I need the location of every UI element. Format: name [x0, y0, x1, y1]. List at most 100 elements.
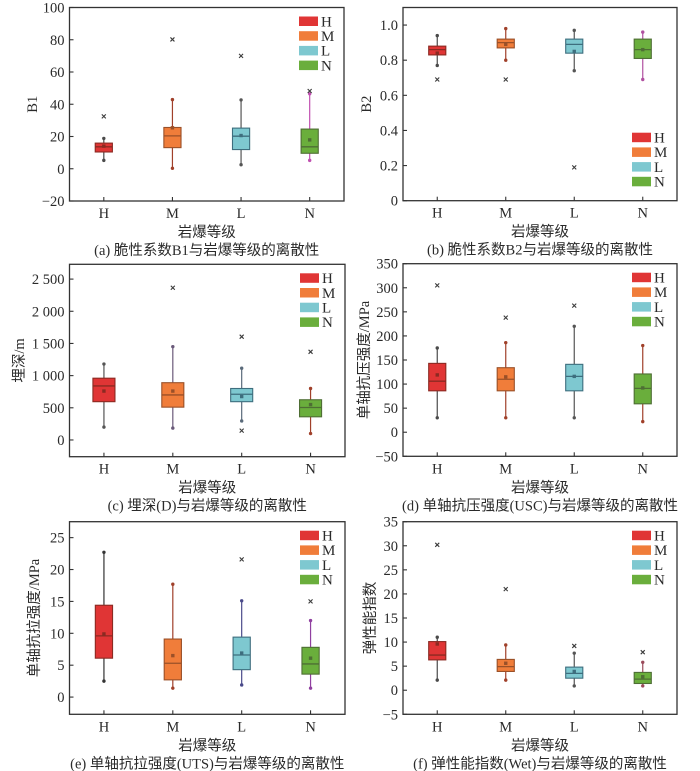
plot-area — [69, 521, 345, 715]
legend-swatch-h — [300, 530, 319, 541]
outlier-marker — [307, 88, 313, 94]
whisker-max-marker — [641, 30, 645, 34]
whisker-min-marker — [308, 431, 313, 436]
outlier-marker — [239, 556, 245, 562]
mean-marker — [307, 138, 312, 142]
iqr-box — [301, 646, 320, 675]
mean-marker — [572, 669, 576, 674]
box-m — [163, 37, 182, 170]
y-tick-label: 2 000 — [32, 304, 65, 320]
y-tick-label: 25 — [50, 531, 65, 547]
y-tick-label: 5 — [391, 659, 398, 675]
box-l — [230, 334, 254, 434]
x-tick-label: N — [305, 719, 316, 735]
y-tick-label: 5 — [57, 658, 64, 674]
y-tick-label: 100 — [43, 1, 65, 17]
outlier-marker — [308, 349, 313, 355]
iqr-box — [94, 604, 114, 659]
outlier-marker — [503, 77, 509, 82]
panel-caption: (f) 弹性能指数(Wet)与岩爆等级的离散性 — [413, 754, 667, 771]
whisker-max-marker — [435, 635, 439, 639]
y-axis-label: 弹性能指数 — [362, 581, 379, 654]
whisker-max-marker — [102, 136, 106, 141]
whisker-max-marker — [239, 599, 244, 603]
legend-label: N — [322, 573, 333, 589]
legend-label: L — [322, 301, 331, 317]
whisker-max-marker — [308, 618, 313, 623]
y-axis-label: 单轴抗拉强度/MPa — [26, 558, 43, 677]
x-axis-label: 岩爆等级 — [511, 478, 569, 496]
legend-swatch-l — [300, 560, 319, 570]
whisker-min-marker — [239, 163, 243, 167]
plot-frame — [68, 521, 346, 715]
whisker-min-marker — [504, 416, 508, 420]
iqr-box — [163, 126, 182, 149]
x-tick-label: M — [499, 719, 512, 735]
x-tick-label: M — [166, 206, 179, 222]
iqr-box — [231, 127, 251, 151]
y-tick-label: 10 — [384, 635, 399, 651]
whisker-min-marker — [102, 425, 106, 429]
legend-swatch-m — [632, 287, 651, 297]
legend-label: M — [322, 286, 335, 302]
plot-frame — [402, 6, 678, 202]
box-m — [496, 315, 515, 420]
legend-label: N — [654, 573, 665, 589]
mean-marker — [435, 642, 439, 646]
x-tick-label: N — [305, 462, 316, 478]
mean-marker — [102, 632, 106, 636]
whisker-min-marker — [102, 679, 106, 683]
y-tick-label: 35 — [384, 515, 399, 531]
y-tick-label: 15 — [50, 594, 65, 610]
y-tick-label: 1.0 — [380, 18, 398, 34]
legend-swatch-n — [632, 316, 651, 327]
y-tick-label: 500 — [43, 401, 65, 417]
whisker-max-marker — [171, 582, 175, 586]
legend-swatch-l — [299, 45, 318, 56]
y-axis-label: 单轴抗压强度/MPa — [356, 300, 373, 419]
outlier-marker — [571, 164, 577, 170]
legend-swatch-l — [632, 302, 651, 312]
mean-marker — [572, 49, 576, 54]
whisker-max-marker — [572, 651, 576, 655]
whisker-min-marker — [572, 69, 576, 73]
y-tick-label: 0.4 — [380, 123, 399, 139]
legend-label: M — [322, 543, 335, 559]
whisker-min-marker — [435, 416, 439, 420]
legend-swatch-m — [299, 31, 318, 41]
mean-marker — [572, 374, 576, 379]
whisker-min-marker — [239, 419, 244, 423]
x-tick-label: N — [638, 719, 649, 735]
legend-label: L — [322, 558, 331, 574]
outlier-marker — [239, 428, 245, 434]
legend-label: N — [654, 175, 665, 191]
plot-frame — [68, 263, 346, 458]
plot-frame — [68, 6, 345, 202]
legend-swatch-h — [299, 16, 318, 26]
panel-caption: (c) 埋深(D)与岩爆等级的离散性 — [108, 497, 307, 515]
iqr-box — [428, 45, 447, 56]
whisker-max-marker — [504, 340, 508, 345]
y-tick-label: 0 — [391, 425, 398, 441]
y-axis-label: 埋深/m — [11, 338, 28, 383]
y-tick-label: −50 — [375, 449, 398, 465]
y-tick-label: 1 500 — [32, 336, 65, 352]
mean-marker — [239, 133, 243, 138]
box-n — [633, 649, 652, 688]
x-tick-label: M — [499, 206, 512, 222]
x-axis-label: 岩爆等级 — [178, 479, 236, 497]
y-tick-label: 200 — [376, 329, 398, 345]
outlier-marker — [238, 53, 244, 59]
legend-label: N — [321, 58, 332, 74]
x-axis-label: 岩爆等级 — [178, 223, 236, 241]
plot-area — [69, 7, 344, 201]
outlier-marker — [239, 334, 245, 340]
whisker-min-marker — [641, 419, 645, 424]
box-h — [428, 33, 447, 82]
legend-label: N — [654, 315, 665, 331]
